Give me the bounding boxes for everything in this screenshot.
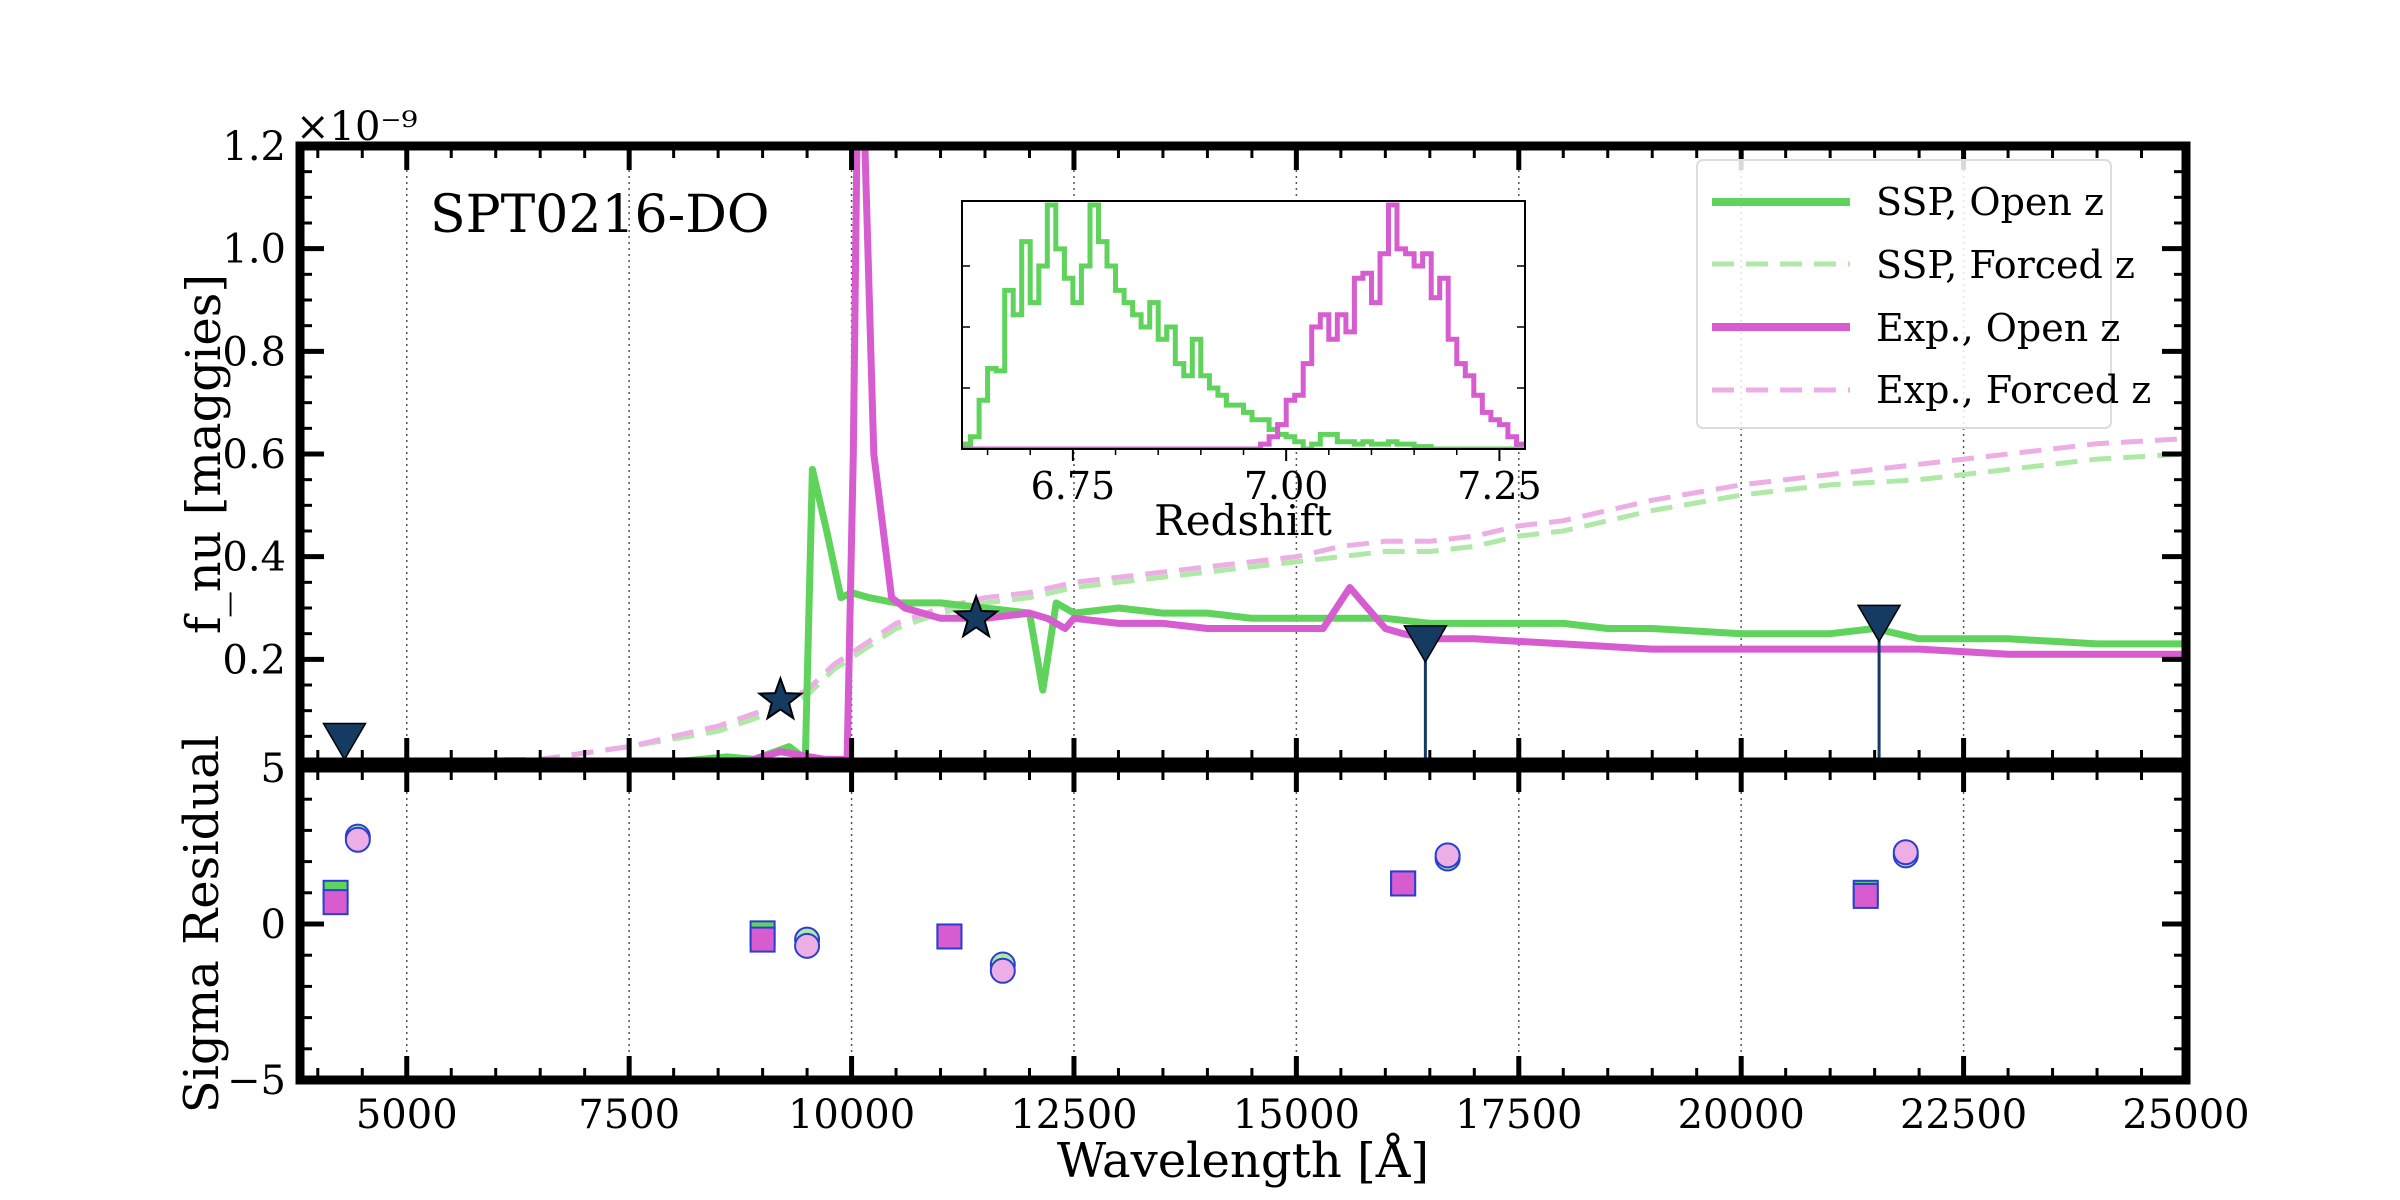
upper-limit-triangle — [322, 722, 367, 761]
legend-label-exp-open: Exp., Open z — [1876, 306, 2120, 350]
main-ticks: 0.2 0.4 0.6 0.8 1.0 1.2 — [222, 124, 2189, 762]
residual-y-axis-title: Sigma Residual — [174, 735, 230, 1114]
legend-label-ssp-forced: SSP, Forced z — [1876, 243, 2135, 287]
inset-histogram-ssp — [962, 202, 1525, 449]
residual-panel: −5 0 5 5000 7500 10000 12500 15000 17500 20000 225… — [174, 735, 2250, 1189]
x-tick-label: 15000 — [1233, 1092, 1360, 1138]
x-tick-label: 10000 — [788, 1092, 915, 1138]
residual-square-exp-open-z — [1852, 882, 1879, 909]
legend: SSP, Open z SSP, Forced z Exp., Open z E… — [1696, 159, 2151, 429]
legend-label-exp-forced: Exp., Forced z — [1876, 368, 2151, 412]
main-y-tick-label: 0.4 — [222, 535, 286, 581]
redshift-inset: 6.75 7.00 7.25 Redshift — [961, 200, 1542, 545]
residual-y-tick-label: 0 — [261, 902, 286, 948]
inset-x-tick-label: 7.00 — [1244, 464, 1329, 508]
upper-limit-triangle — [1403, 625, 1448, 664]
main-axes-frame — [295, 141, 2191, 767]
inset-histogram-exp — [962, 202, 1525, 449]
inset-frame — [961, 200, 1526, 450]
residual-gridlines — [406, 768, 1965, 1080]
inset-histograms — [962, 202, 1525, 449]
upper-limit-triangle — [1856, 604, 1902, 643]
series-line-exp-open-z — [300, 146, 2186, 762]
residual-circle-exp-forced-z — [1434, 842, 1461, 869]
inset-ticks: 6.75 7.00 7.25 — [962, 265, 1542, 508]
x-tick-label: 12500 — [1010, 1092, 1137, 1138]
x-tick-label: 22500 — [1900, 1092, 2027, 1138]
photometry-detection-star — [952, 593, 1000, 639]
y-scale-label: ×10⁻⁹ — [296, 104, 418, 150]
residual-square-exp-open-z — [1390, 870, 1417, 897]
main-y-tick-label: 1.0 — [222, 227, 286, 273]
residual-axes-frame — [295, 763, 2191, 1085]
residual-points — [322, 823, 1919, 984]
x-axis-title: Wavelength [Å] — [1057, 1132, 1429, 1189]
x-tick-label: 17500 — [1455, 1092, 1582, 1138]
x-tick-label: 7500 — [578, 1092, 680, 1138]
residual-circle-exp-forced-z — [1892, 839, 1919, 866]
residual-y-tick-label: 5 — [261, 746, 286, 792]
residual-square-exp-open-z — [749, 926, 776, 953]
main-y-axis-title: f_nu [maggies] — [176, 274, 232, 634]
main-y-tick-label: 0.6 — [222, 432, 286, 478]
residual-circle-exp-forced-z — [344, 826, 371, 853]
object-annotation: SPT0216-DO — [430, 185, 770, 245]
spectrum-panel: 0.2 0.4 0.6 0.8 1.0 1.2 ×10⁻⁹ SPT0216-DO f_nu… — [176, 104, 2191, 767]
inset-x-tick-label: 6.75 — [1031, 464, 1116, 508]
residual-y-tick-label: −5 — [227, 1058, 286, 1104]
residual-square-exp-open-z — [936, 923, 963, 950]
legend-label-ssp-open: SSP, Open z — [1876, 180, 2104, 224]
x-tick-label: 20000 — [1678, 1092, 1805, 1138]
x-tick-label: 25000 — [2122, 1092, 2249, 1138]
inset-x-axis-title: Redshift — [1154, 496, 1332, 545]
residual-circle-exp-forced-z — [989, 957, 1016, 984]
residual-square-exp-open-z — [322, 889, 349, 916]
legend-box — [1696, 159, 2112, 429]
residual-ticks: −5 0 5 5000 7500 10000 12500 15000 17500 20000 225… — [227, 746, 2250, 1138]
main-y-tick-label: 0.8 — [222, 329, 286, 375]
main-y-tick-label: 0.2 — [222, 637, 286, 683]
residual-circle-exp-forced-z — [794, 932, 821, 959]
x-tick-label: 5000 — [356, 1092, 458, 1138]
series-line-ssp-open-z — [300, 465, 2186, 762]
inset-x-tick-label: 7.25 — [1457, 464, 1542, 508]
main-y-tick-label: 1.2 — [222, 124, 286, 170]
photometry-detection-star — [756, 675, 805, 721]
